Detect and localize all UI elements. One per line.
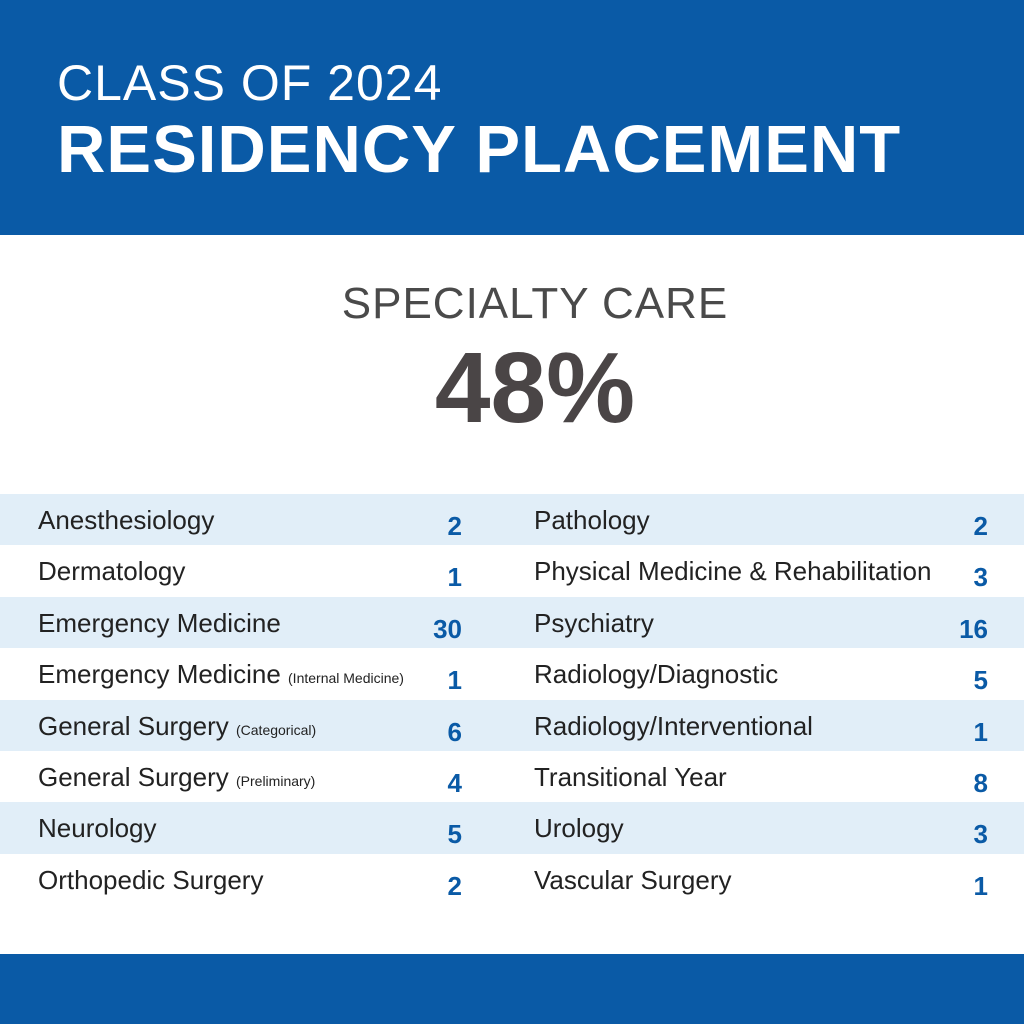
specialty-table: Anesthesiology 2 Pathology 2 Dermatology… <box>0 494 1024 905</box>
specialty-qualifier: (Preliminary) <box>236 772 316 789</box>
header-banner: CLASS OF 2024 RESIDENCY PLACEMENT <box>0 0 1024 235</box>
table-row: General Surgery (Preliminary) 4 Transiti… <box>0 751 1024 802</box>
table-row: Emergency Medicine (Internal Medicine) 1… <box>0 648 1024 699</box>
table-row: Emergency Medicine 30 Psychiatry 16 <box>0 596 1024 649</box>
left-specialty-count: 4 <box>447 767 462 798</box>
left-specialty-name: General Surgery (Preliminary) <box>38 761 316 792</box>
specialty-qualifier: (Internal Medicine) <box>288 670 404 687</box>
left-specialty-name: Emergency Medicine <box>38 607 281 638</box>
right-specialty-name: Pathology <box>534 505 650 535</box>
left-specialty-count: 2 <box>447 511 462 541</box>
right-specialty-name: Transitional Year <box>534 761 727 792</box>
right-specialty-name: Physical Medicine & Rehabilitation <box>534 556 932 587</box>
right-specialty-count: 8 <box>973 767 988 798</box>
left-specialty-count: 6 <box>447 716 462 747</box>
left-specialty-count: 1 <box>447 665 462 696</box>
right-specialty-count: 3 <box>973 562 988 593</box>
specialty-qualifier: (Categorical) <box>236 721 317 738</box>
left-specialty-name: Dermatology <box>38 556 186 587</box>
right-specialty-name: Radiology/Interventional <box>534 710 813 741</box>
left-specialty-name: General Surgery (Categorical) <box>38 710 317 741</box>
right-specialty-count: 5 <box>973 665 988 696</box>
right-specialty-count: 3 <box>973 819 988 850</box>
right-specialty-name: Vascular Surgery <box>534 864 732 895</box>
right-specialty-count: 1 <box>973 716 988 747</box>
table-row: Neurology 5 Urology 3 <box>0 802 1024 854</box>
left-specialty-name: Orthopedic Surgery <box>38 864 264 895</box>
right-specialty-name: Radiology/Diagnostic <box>534 659 779 690</box>
left-specialty-count: 5 <box>447 819 462 850</box>
summary-label: SPECIALTY CARE <box>341 279 729 328</box>
right-specialty-name: Psychiatry <box>534 607 654 638</box>
right-specialty-count: 1 <box>973 870 988 901</box>
page-title: RESIDENCY PLACEMENT <box>57 112 902 187</box>
right-specialty-count: 16 <box>959 613 988 644</box>
table-row: General Surgery (Categorical) 6 Radiolog… <box>0 699 1024 751</box>
table-row: Anesthesiology 2 Pathology 2 <box>0 494 1024 546</box>
left-specialty-count: 2 <box>447 870 462 901</box>
left-specialty-name: Emergency Medicine (Internal Medicine) <box>38 659 404 690</box>
left-specialty-count: 30 <box>433 613 462 644</box>
class-year-heading: CLASS OF 2024 <box>57 55 443 111</box>
table-row: Dermatology 1 Physical Medicine & Rehabi… <box>0 545 1024 596</box>
table-row: Orthopedic Surgery 2 Vascular Surgery 1 <box>0 854 1024 905</box>
summary-percentage: 48% <box>434 332 636 444</box>
left-specialty-count: 1 <box>447 562 462 593</box>
footer-banner <box>0 954 1024 1024</box>
right-specialty-name: Urology <box>534 813 624 844</box>
left-specialty-name: Neurology <box>38 813 157 844</box>
right-specialty-count: 2 <box>973 511 988 541</box>
left-specialty-name: Anesthesiology <box>38 505 215 535</box>
